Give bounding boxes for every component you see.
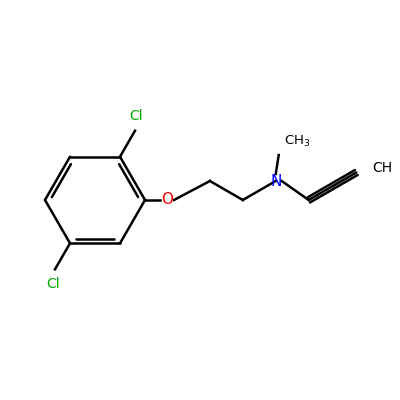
Text: N: N bbox=[270, 174, 282, 188]
Text: Cl: Cl bbox=[129, 109, 143, 123]
Text: CH$_3$: CH$_3$ bbox=[284, 134, 310, 148]
Text: O: O bbox=[161, 192, 173, 208]
Text: CH: CH bbox=[372, 160, 392, 174]
Text: Cl: Cl bbox=[46, 277, 60, 291]
